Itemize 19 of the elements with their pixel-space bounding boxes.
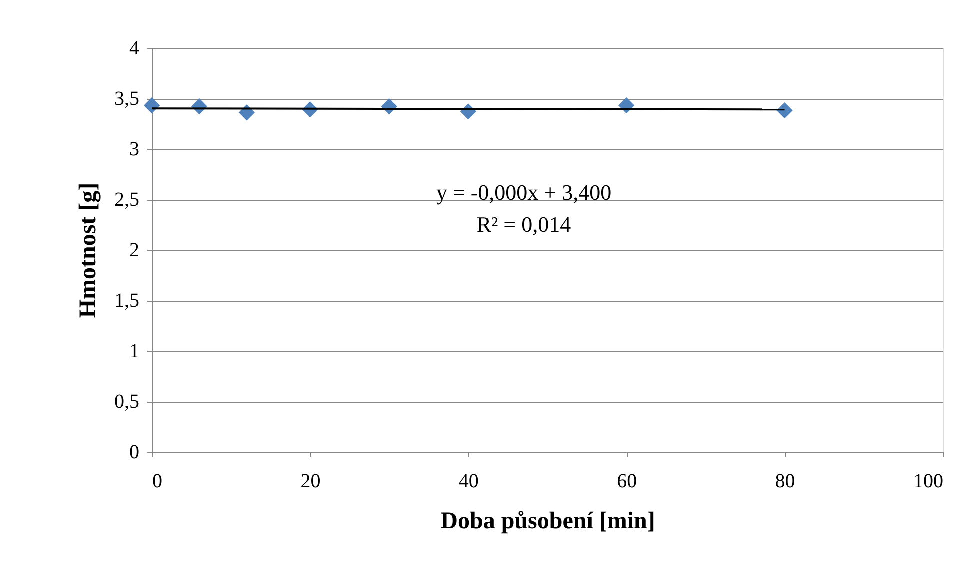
x-tick-label: 40 (458, 470, 479, 492)
y-tick-label: 3,5 (114, 88, 140, 110)
x-tick-label: 20 (300, 470, 321, 492)
x-tick-label: 100 (914, 470, 944, 492)
y-tick-label: 1,5 (114, 290, 140, 312)
y-axis-title: Hmotnost [g] (76, 182, 102, 318)
y-tick-label: 0,5 (114, 391, 140, 413)
x-tick-label: 60 (617, 470, 638, 492)
x-tick-label: 80 (775, 470, 796, 492)
y-tick-label: 1 (130, 340, 140, 362)
x-tick-label: 0 (152, 470, 162, 492)
y-tick-label: 3 (130, 138, 140, 160)
y-tick-label: 0 (130, 442, 140, 464)
annotation: R² = 0,014 (476, 212, 572, 237)
x-axis-title: Doba působení [min] (440, 508, 656, 534)
y-tick-label: 2,5 (114, 189, 140, 211)
y-tick-label: 4 (130, 38, 140, 60)
annotation: y = -0,000x + 3,400 (436, 180, 612, 205)
y-tick-label: 2 (130, 240, 140, 262)
